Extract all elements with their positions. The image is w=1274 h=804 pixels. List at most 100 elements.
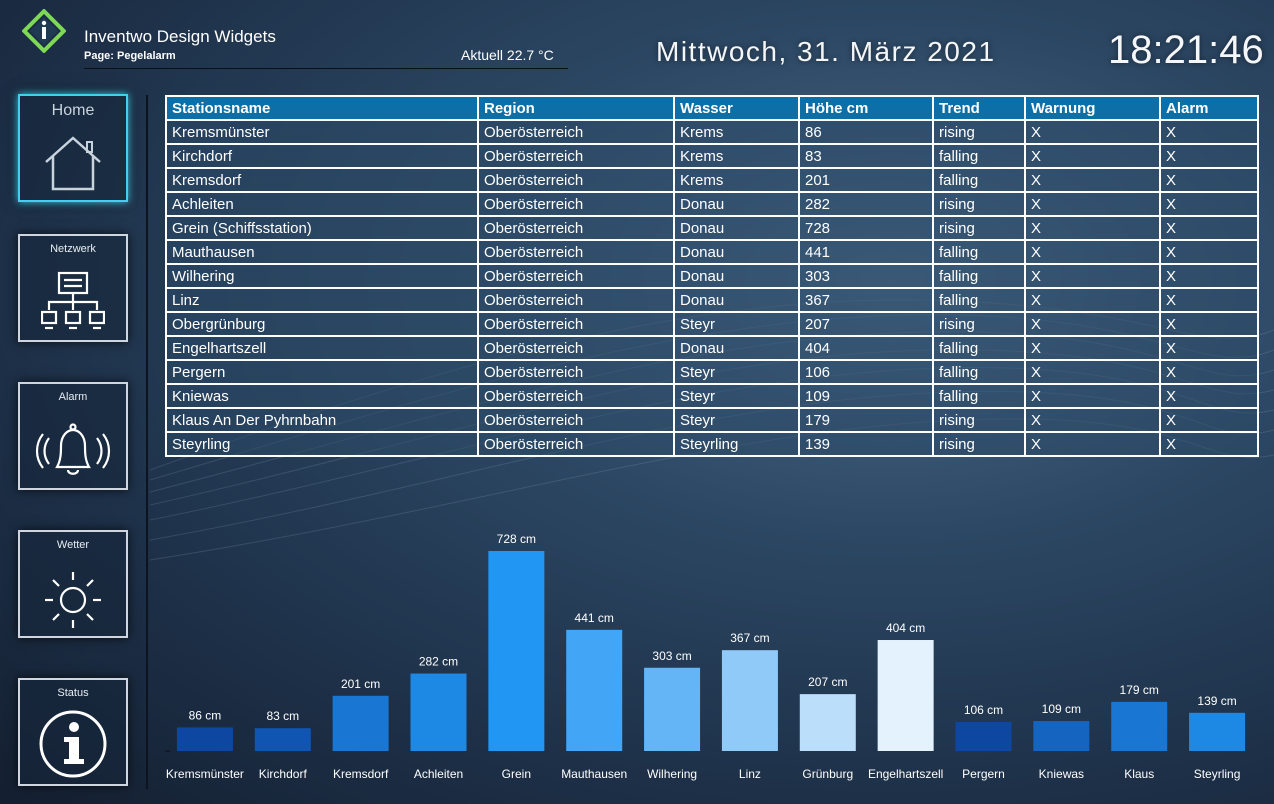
table-cell: X bbox=[1024, 383, 1161, 409]
table-cell: rising bbox=[932, 311, 1026, 337]
table-cell: X bbox=[1024, 191, 1161, 217]
column-header[interactable]: Trend bbox=[932, 95, 1026, 121]
table-cell: 83 bbox=[798, 143, 934, 169]
table-cell: Oberösterreich bbox=[477, 263, 675, 289]
bar-value-label: 86 cm bbox=[189, 708, 222, 722]
table-row[interactable]: Wilhering Oberösterreich Donau 303 falling X X bbox=[165, 263, 1259, 289]
table-cell: Donau bbox=[673, 335, 800, 361]
bar bbox=[721, 650, 778, 751]
bar-value-label: 728 cm bbox=[497, 532, 536, 546]
table-cell: X bbox=[1024, 239, 1161, 265]
table-cell: Oberösterreich bbox=[477, 431, 675, 457]
table-cell: falling bbox=[932, 143, 1026, 169]
nav-button-wetter[interactable]: Wetter bbox=[18, 530, 128, 638]
table-cell: X bbox=[1159, 311, 1259, 337]
table-row[interactable]: Steyrling Oberösterreich Steyrling 139 risin… bbox=[165, 431, 1259, 457]
column-header[interactable]: Stationsname bbox=[165, 95, 479, 121]
table-cell: X bbox=[1024, 359, 1161, 385]
table-cell: falling bbox=[932, 287, 1026, 313]
table-row[interactable]: Grein (Schiffsstation) Oberösterreich Dona… bbox=[165, 215, 1259, 241]
table-cell: Steyrling bbox=[673, 431, 800, 457]
nav-label-home: Home bbox=[51, 102, 95, 119]
table-row[interactable]: Klaus An Der Pyhrnbahn Oberösterreich Stey… bbox=[165, 407, 1259, 433]
x-tick-label: Kremsmünster bbox=[166, 767, 244, 781]
x-tick-label: Kniewas bbox=[1039, 767, 1084, 781]
table-cell: Donau bbox=[673, 239, 800, 265]
bar bbox=[488, 551, 545, 751]
bar bbox=[1033, 721, 1090, 751]
x-tick-label: Achleiten bbox=[414, 767, 463, 781]
bar bbox=[644, 667, 701, 751]
bar bbox=[176, 727, 233, 751]
bell-icon bbox=[35, 423, 111, 475]
table-cell: Grein (Schiffsstation) bbox=[165, 215, 479, 241]
table-row[interactable]: Engelhartszell Oberösterreich Donau 404 fall… bbox=[165, 335, 1259, 361]
table-row[interactable]: Pergern Oberösterreich Steyr 106 falling X X bbox=[165, 359, 1259, 385]
table-cell: falling bbox=[932, 359, 1026, 385]
nav-label-alarm: Alarm bbox=[58, 391, 88, 403]
x-tick-label: Grein bbox=[502, 767, 531, 781]
nav-button-alarm[interactable]: Alarm bbox=[18, 382, 128, 490]
table-cell: Steyr bbox=[673, 311, 800, 337]
column-header[interactable]: Wasser bbox=[673, 95, 800, 121]
nav-label-status: Status bbox=[57, 687, 89, 699]
table-cell: 179 bbox=[798, 407, 934, 433]
table-cell: X bbox=[1159, 359, 1259, 385]
table-cell: falling bbox=[932, 335, 1026, 361]
bar-value-label: 201 cm bbox=[341, 677, 380, 691]
table-row[interactable]: Kremsdorf Oberösterreich Krems 201 falling X X bbox=[165, 167, 1259, 193]
bar bbox=[1189, 712, 1246, 751]
bar-value-label: 83 cm bbox=[266, 709, 299, 723]
table-cell: X bbox=[1159, 287, 1259, 313]
table-cell: X bbox=[1159, 191, 1259, 217]
table-cell: Kniewas bbox=[165, 383, 479, 409]
bar-value-label: 404 cm bbox=[886, 621, 925, 635]
table-cell: Oberösterreich bbox=[477, 119, 675, 145]
table-cell: X bbox=[1024, 287, 1161, 313]
nav-button-status[interactable]: Status bbox=[18, 678, 128, 786]
nav-button-home[interactable]: Home bbox=[18, 94, 128, 202]
table-row[interactable]: Linz Oberösterreich Donau 367 falling X X bbox=[165, 287, 1259, 313]
table-cell: 139 bbox=[798, 431, 934, 457]
table-row[interactable]: Kniewas Oberösterreich Steyr 109 falling X X bbox=[165, 383, 1259, 409]
table-row[interactable]: Achleiten Oberösterreich Donau 282 rising X X bbox=[165, 191, 1259, 217]
table-cell: falling bbox=[932, 383, 1026, 409]
column-header[interactable]: Warnung bbox=[1024, 95, 1161, 121]
column-header[interactable]: Alarm bbox=[1159, 95, 1259, 121]
x-tick-label: Grünburg bbox=[802, 767, 853, 781]
table-cell: Krems bbox=[673, 143, 800, 169]
column-header[interactable]: Höhe cm bbox=[798, 95, 934, 121]
table-cell: Donau bbox=[673, 191, 800, 217]
table-row[interactable]: Mauthausen Oberösterreich Donau 441 falling X… bbox=[165, 239, 1259, 265]
nav-button-netzwerk[interactable]: Netzwerk bbox=[18, 234, 128, 342]
table-cell: X bbox=[1024, 311, 1161, 337]
bar-value-label: 179 cm bbox=[1120, 683, 1159, 697]
table-cell: Kremsdorf bbox=[165, 167, 479, 193]
table-cell: X bbox=[1159, 239, 1259, 265]
bar bbox=[410, 673, 467, 751]
bar bbox=[877, 640, 934, 751]
bar-value-label: 441 cm bbox=[575, 611, 614, 625]
column-header[interactable]: Region bbox=[477, 95, 675, 121]
table-cell: X bbox=[1159, 431, 1259, 457]
x-tick-label: Pergern bbox=[962, 767, 1005, 781]
table-cell: X bbox=[1159, 119, 1259, 145]
current-temperature: Aktuell 22.7 °C bbox=[461, 47, 554, 63]
table-cell: X bbox=[1024, 335, 1161, 361]
table-row[interactable]: Obergrünburg Oberösterreich Steyr 207 rising… bbox=[165, 311, 1259, 337]
header-divider bbox=[84, 68, 568, 69]
table-cell: 282 bbox=[798, 191, 934, 217]
table-cell: X bbox=[1024, 167, 1161, 193]
table-row[interactable]: Kirchdorf Oberösterreich Krems 83 falling X X bbox=[165, 143, 1259, 169]
x-tick-label: Klaus bbox=[1124, 767, 1154, 781]
x-tick-label: Linz bbox=[739, 767, 761, 781]
table-cell: Oberösterreich bbox=[477, 191, 675, 217]
table-cell: Achleiten bbox=[165, 191, 479, 217]
table-cell: X bbox=[1024, 215, 1161, 241]
brand-title: Inventwo Design Widgets bbox=[84, 27, 276, 46]
table-row[interactable]: Kremsmünster Oberösterreich Krems 86 rising X… bbox=[165, 119, 1259, 145]
table-cell: rising bbox=[932, 431, 1026, 457]
table-cell: 201 bbox=[798, 167, 934, 193]
page-label: Page: Pegelalarm bbox=[84, 50, 176, 62]
